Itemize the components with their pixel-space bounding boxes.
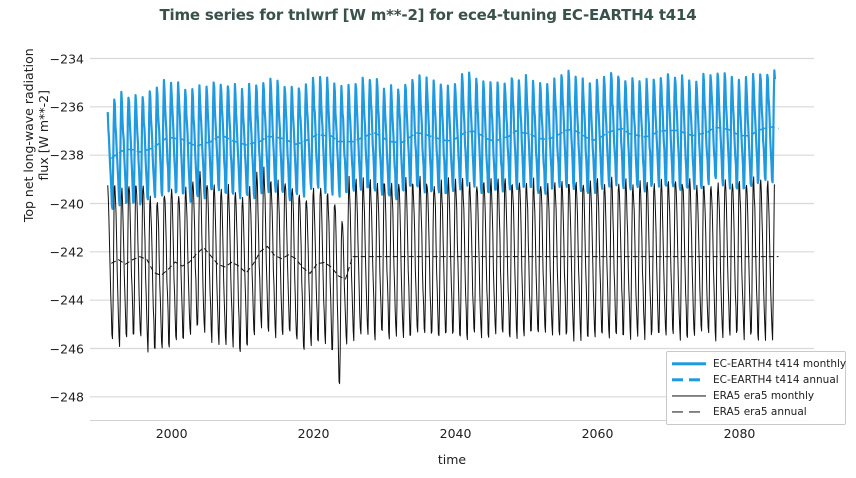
legend-entry[interactable]: EC-EARTH4 t414 monthly (672, 356, 846, 372)
legend-swatch (672, 405, 706, 419)
legend-label: ERA5 era5 monthly (713, 390, 815, 402)
y-tick-label: −234 (49, 51, 84, 66)
x-tick-label: 2000 (155, 426, 188, 441)
legend-entry[interactable]: EC-EARTH4 t414 annual (672, 372, 840, 388)
y-tick-label: −246 (49, 341, 84, 356)
series-era5-annual (111, 245, 779, 280)
y-tick-label: −248 (49, 389, 84, 405)
legend-label: EC-EARTH4 t414 monthly (713, 358, 847, 370)
plot-canvas (90, 57, 814, 421)
y-tick-label: −244 (49, 292, 84, 308)
series-ec-earth4-t414-monthly (106, 69, 777, 210)
y-axis-tick-labels: −234 −236 −238 −240 −242 −244 −246 −248 (0, 0, 84, 478)
y-axis-label-line2: flux [W m**-2] (36, 90, 51, 181)
y-axis-label: Top net long-wave radiation flux [W m**-… (21, 15, 52, 255)
legend-label: ERA5 era5 annual (713, 406, 807, 418)
series-ec-earth4-t414-annual (110, 126, 779, 160)
x-tick-label: 2040 (439, 426, 472, 441)
legend-swatch (672, 389, 706, 403)
y-tick-label: −236 (49, 99, 84, 115)
plot-area (90, 44, 814, 421)
x-axis-label: time (437, 452, 467, 467)
y-tick-label: −240 (49, 196, 84, 211)
series-era5-monthly (107, 166, 776, 385)
legend-swatch (672, 357, 706, 371)
y-axis-label-line1: Top net long-wave radiation (20, 48, 36, 223)
x-tick-label: 2060 (581, 426, 614, 441)
x-tick-label: 2020 (297, 426, 330, 441)
chart-legend: EC-EARTH4 t414 monthly EC-EARTH4 t414 ann… (666, 351, 846, 425)
chart-title: Time series for tnlwrf [W m**-2] for ece… (159, 6, 697, 24)
x-tick-label: 2080 (723, 426, 756, 441)
y-tick-label: −242 (49, 244, 84, 260)
y-tick-label: −238 (49, 147, 84, 163)
legend-entry[interactable]: ERA5 era5 monthly (672, 388, 840, 404)
legend-swatch (672, 373, 706, 387)
legend-entry[interactable]: ERA5 era5 annual (672, 404, 840, 420)
legend-label: EC-EARTH4 t414 annual (713, 374, 839, 386)
